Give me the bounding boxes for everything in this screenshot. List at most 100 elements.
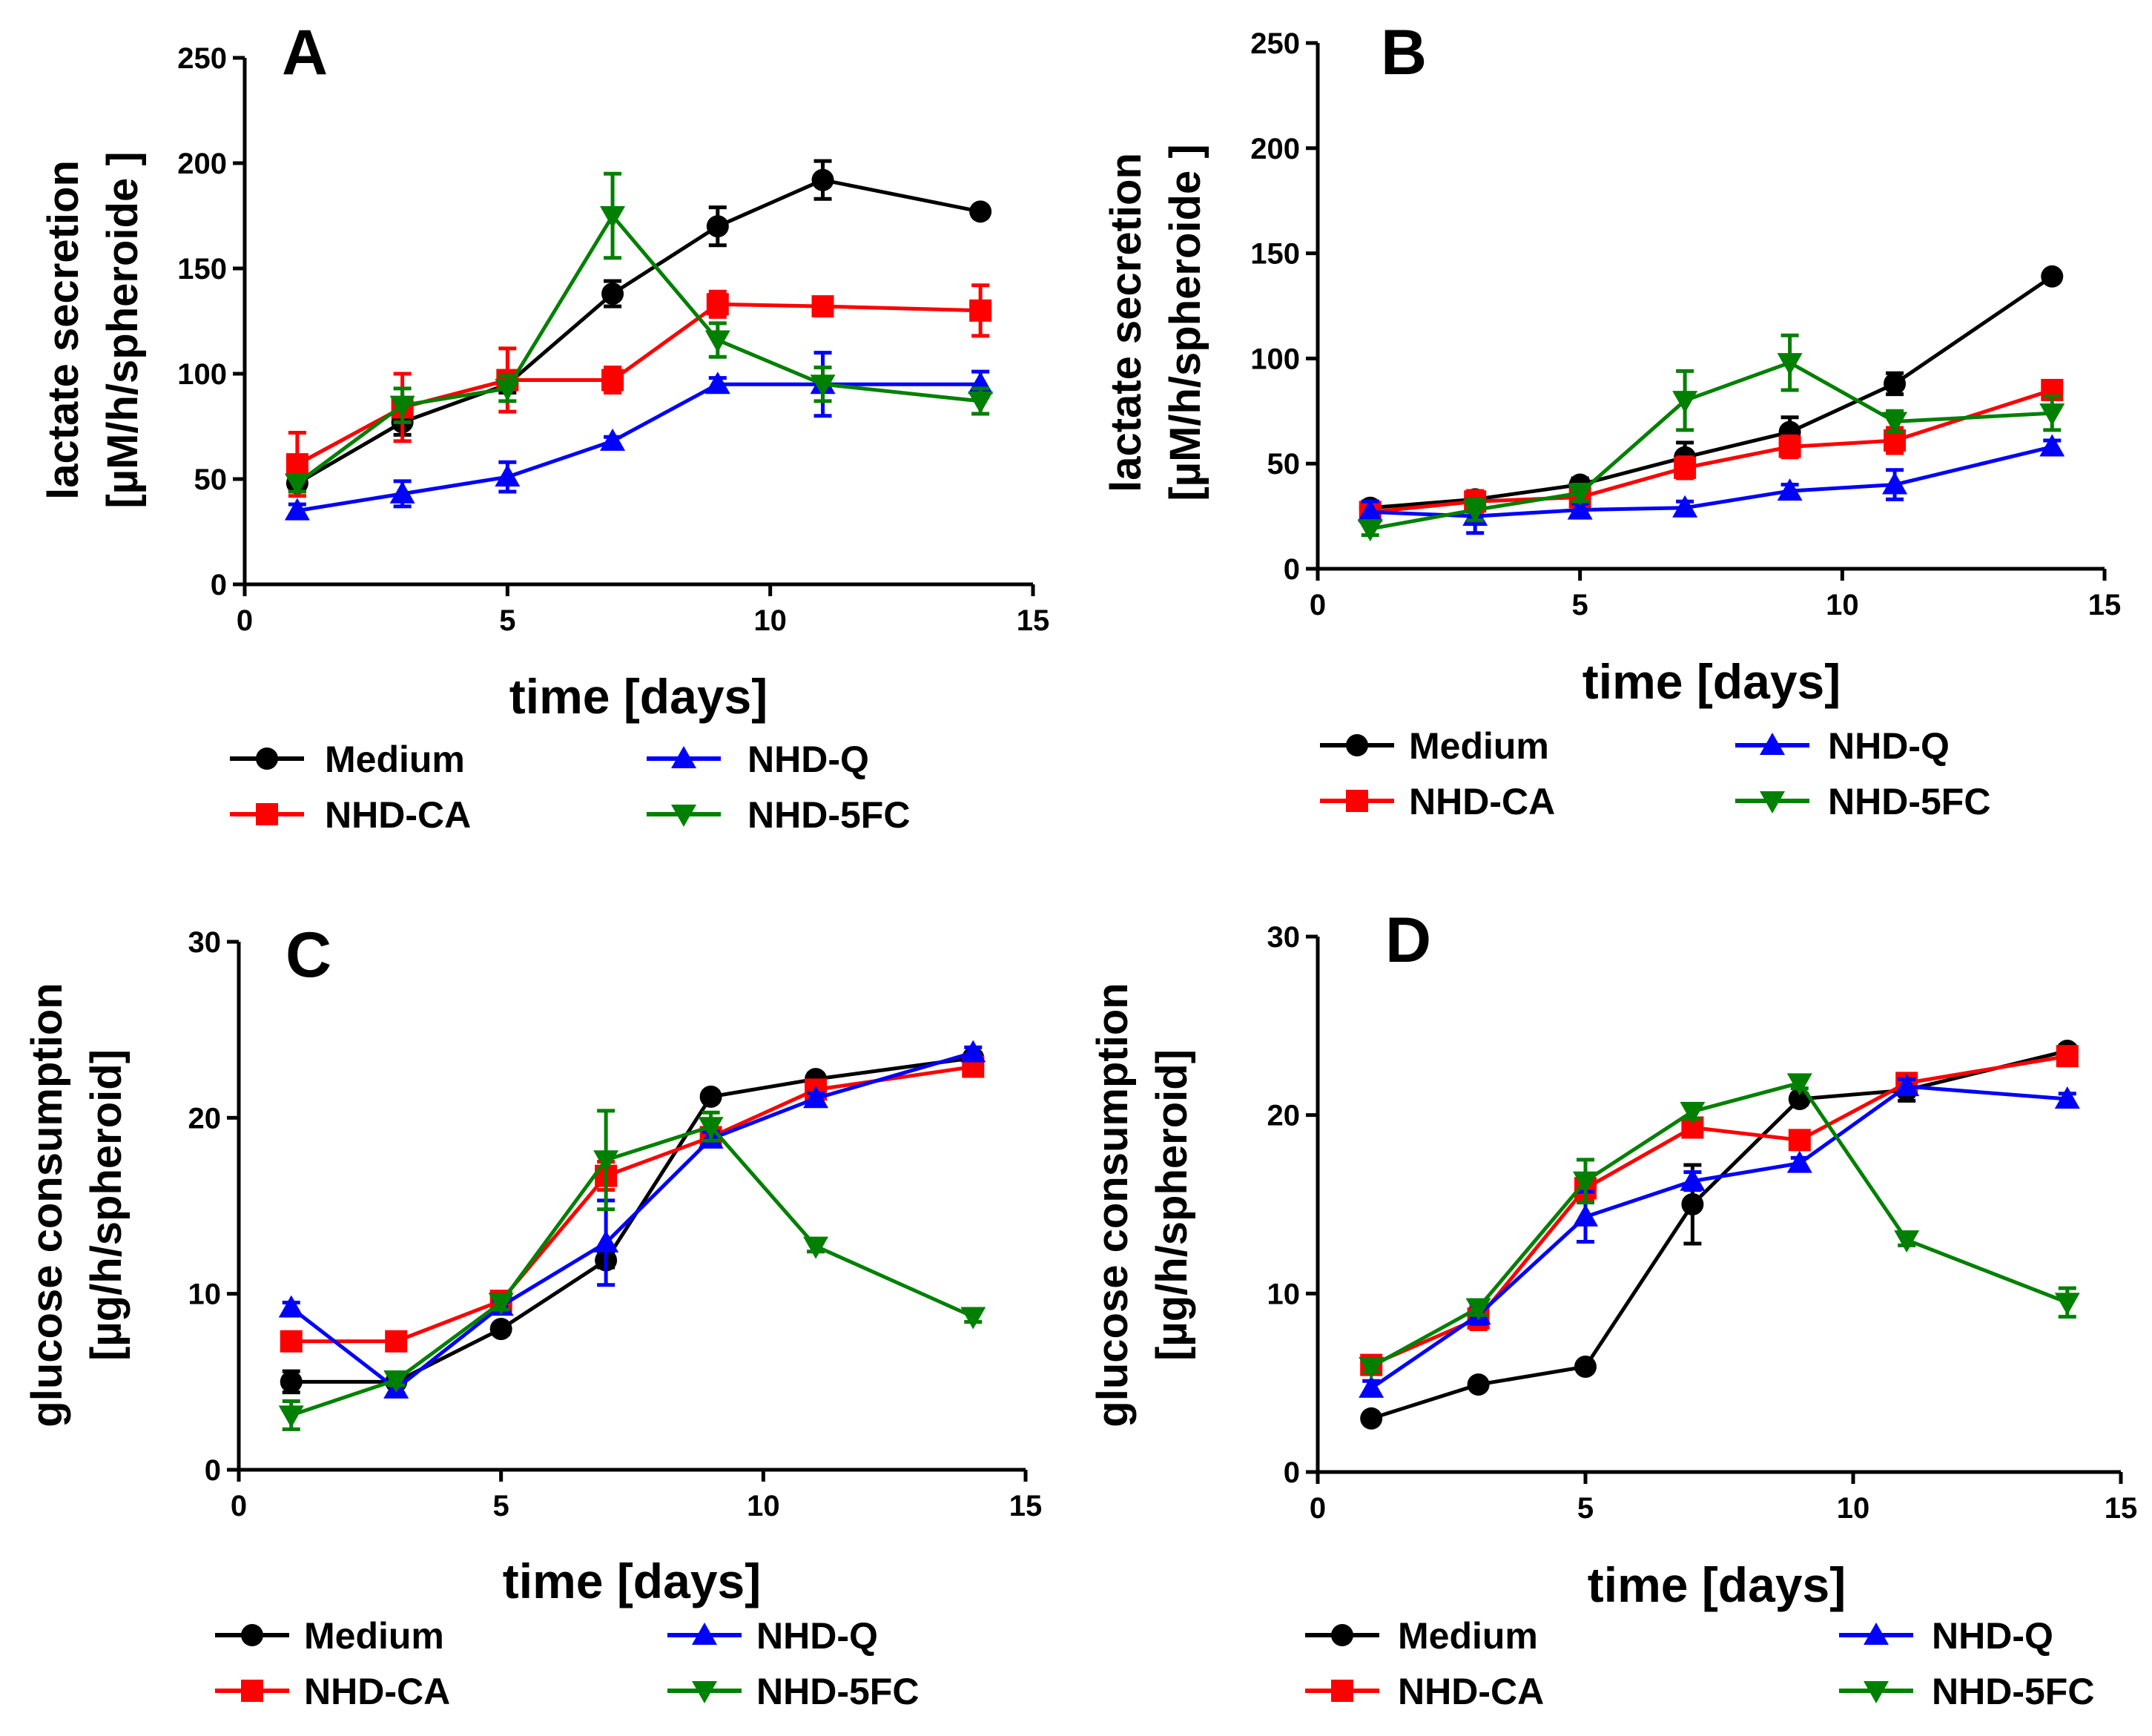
panel-c: C glucose consumption [µg/h/spheroid] 0 1… [23, 920, 1042, 1712]
series-nhd_q [278, 1040, 986, 1399]
legend-item-nhd-5fc: NHD-5FC [667, 1671, 919, 1712]
panel-b-legend: Medium NHD-CA NHD-Q NHD-5FC [1320, 725, 1990, 822]
data-point-nhd_q [2039, 434, 2065, 457]
data-point-nhd_q [1359, 1375, 1384, 1398]
data-point-medium [699, 1085, 722, 1108]
data-point-nhd_ca [385, 1330, 408, 1353]
panel-b: B lactate secretion [µM/h/spheroide ] 0 5… [1102, 17, 2121, 822]
data-point-nhd_5fc [1567, 483, 1593, 506]
data-point-nhd_5fc [1786, 1073, 1812, 1096]
y-tick-label: 30 [188, 926, 222, 959]
x-tick-label: 10 [747, 1490, 780, 1522]
legend-item-medium: Medium [230, 739, 465, 780]
x-tick-label: 15 [2105, 1492, 2138, 1525]
y-tick-label: 250 [177, 42, 227, 75]
panel-b-ylabel: lactate secretion [µM/h/spheroide ] [1102, 144, 1209, 501]
data-point-nhd_ca [706, 293, 729, 316]
data-point-nhd_q [389, 481, 415, 504]
y-tick-label: 50 [194, 463, 228, 496]
data-point-nhd_5fc [2054, 1293, 2080, 1316]
panel-c-legend: Medium NHD-CA NHD-Q NHD-5FC [215, 1615, 919, 1712]
legend-item-nhd-5fc: NHD-5FC [1735, 781, 1990, 822]
series-nhd_5fc [284, 171, 994, 496]
y-tick-label: 50 [1267, 448, 1301, 481]
panel-d-xlabel: time [days] [1588, 1557, 1846, 1612]
data-point-nhd_ca [285, 453, 308, 476]
panel-c-ylabel-line1: glucose consumption [23, 983, 71, 1427]
data-point-nhd_q [278, 1295, 304, 1318]
data-point-nhd_5fc [1894, 1230, 1920, 1253]
y-tick-label: 200 [1250, 133, 1300, 165]
y-tick-label: 0 [205, 1454, 221, 1487]
data-point-nhd_q [2054, 1086, 2080, 1109]
series-nhd_5fc [1357, 333, 2065, 542]
panel-a-xlabel: time [days] [509, 669, 768, 724]
data-point-nhd_5fc [968, 391, 994, 414]
series-line-nhd_5fc [296, 212, 981, 485]
legend-label-medium: Medium [304, 1615, 444, 1657]
data-point-nhd_5fc [2039, 403, 2065, 426]
series-line-medium [296, 178, 981, 485]
data-point-nhd_5fc [803, 1236, 829, 1259]
data-point-nhd_5fc [1465, 1298, 1491, 1321]
data-point-medium [706, 215, 729, 238]
legend-item-medium: Medium [1305, 1615, 1538, 1657]
data-point-nhd_q [1680, 1168, 1706, 1191]
data-point-nhd_ca [811, 295, 834, 318]
data-point-nhd_5fc [1777, 353, 1803, 376]
panel-c-ylabel-line2: [µg/h/spheroid] [82, 1049, 131, 1361]
panel-c-plot: 0 10 20 30 0 5 10 15 [188, 926, 1043, 1522]
panel-d-legend: Medium NHD-CA NHD-Q NHD-5FC [1305, 1615, 2094, 1712]
panel-d-ylabel-line1: glucose consumption [1089, 983, 1137, 1427]
y-tick-label: 250 [1250, 27, 1300, 60]
panel-a-legend: Medium NHD-CA NHD-Q NHD-5FC [230, 739, 910, 836]
data-point-nhd_5fc [1882, 412, 1908, 435]
data-point-medium [811, 168, 834, 191]
data-point-nhd_5fc [1680, 1101, 1706, 1124]
data-point-nhd_q [1786, 1150, 1812, 1173]
data-point-nhd_ca [2056, 1045, 2079, 1068]
legend-label-nhd-ca: NHD-CA [1409, 781, 1555, 822]
data-point-nhd_q [1672, 495, 1698, 518]
legend-item-nhd-q: NHD-Q [1735, 725, 1950, 767]
data-point-medium [601, 283, 624, 306]
data-point-nhd_ca [969, 299, 992, 322]
legend-item-nhd-5fc: NHD-5FC [647, 794, 910, 836]
data-point-nhd_ca [1788, 1129, 1811, 1152]
y-tick-label: 20 [1267, 1100, 1301, 1132]
data-point-nhd_ca [1674, 456, 1697, 479]
data-point-nhd_5fc [495, 378, 521, 401]
legend-label-nhd-q: NHD-Q [747, 739, 869, 780]
panel-a-ylabel: lactate secretion [µM/h/spheroide ] [39, 151, 147, 508]
y-tick-label: 0 [211, 569, 227, 601]
data-point-medium [1681, 1193, 1704, 1215]
data-point-nhd_5fc [1672, 391, 1698, 414]
series-medium [1360, 1040, 2079, 1430]
data-point-medium [1574, 1356, 1597, 1379]
panel-b-ylabel-line1: lactate secretion [1102, 153, 1150, 492]
data-point-nhd_5fc [1359, 1357, 1384, 1380]
data-point-nhd_ca [1778, 435, 1801, 458]
legend-item-nhd-q: NHD-Q [667, 1615, 878, 1657]
data-point-nhd_5fc [389, 395, 415, 418]
data-point-nhd_ca [601, 369, 624, 392]
data-point-nhd_5fc [698, 1117, 724, 1140]
data-point-nhd_q [1777, 478, 1803, 501]
series-nhd_q [1359, 1074, 2080, 1398]
y-tick-label: 30 [1267, 921, 1301, 954]
data-point-nhd_5fc [593, 1150, 619, 1173]
legend-item-nhd-ca: NHD-CA [230, 794, 471, 836]
legend-item-nhd-ca: NHD-CA [215, 1671, 450, 1712]
legend-label-nhd-5fc: NHD-5FC [1932, 1671, 2094, 1712]
legend-item-medium: Medium [1320, 725, 1549, 767]
legend-label-nhd-ca: NHD-CA [304, 1671, 450, 1712]
legend-item-nhd-ca: NHD-CA [1320, 781, 1555, 822]
panel-a-ylabel-line2: [µM/h/spheroide ] [99, 151, 147, 508]
legend-label-nhd-q: NHD-Q [1932, 1615, 2053, 1657]
x-tick-label: 0 [231, 1490, 247, 1522]
y-tick-label: 0 [1284, 553, 1300, 586]
data-point-medium [280, 1370, 303, 1393]
panel-a-plot: 0 50 100 150 200 250 0 5 10 15 [177, 42, 1049, 637]
y-tick-label: 10 [188, 1278, 222, 1311]
